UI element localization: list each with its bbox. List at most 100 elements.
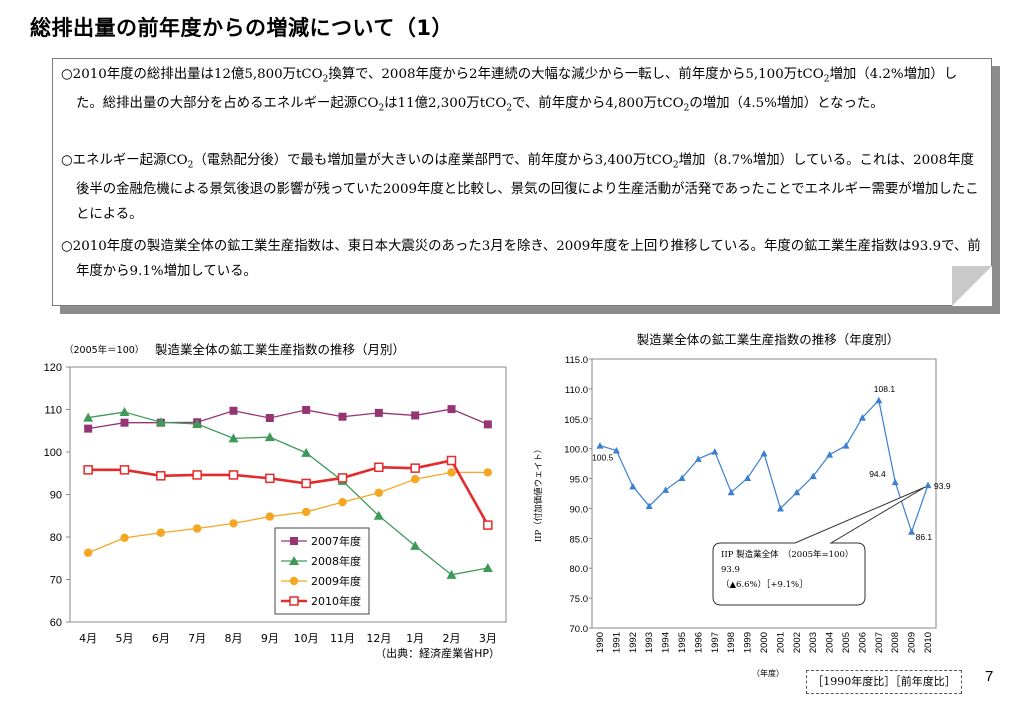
data-point (662, 486, 670, 493)
chart-title: 製造業全体の鉱工業生産指数の推移（月別） (155, 342, 405, 357)
x-tick-label: 2010 (923, 632, 934, 653)
data-point (264, 432, 275, 442)
y-tick-label: 70.0 (570, 624, 589, 635)
data-point (228, 470, 239, 480)
chart-title: 製造業全体の鉱工業生産指数の推移（年度別） (637, 332, 900, 347)
x-tick-label: 2001 (775, 632, 786, 653)
data-point (612, 446, 620, 454)
subscript: 2 (378, 103, 385, 114)
data-point (229, 406, 238, 415)
folded-corner (952, 266, 992, 306)
x-tick-label: 2008 (890, 632, 901, 653)
point-label: 86.1 (916, 532, 933, 542)
data-point (84, 424, 93, 433)
data-point (156, 528, 166, 537)
y-tick-label: 60 (50, 617, 62, 629)
point-label: 100.5 (592, 453, 614, 463)
data-point (229, 519, 238, 528)
legend-label: 2010年度 (311, 594, 361, 608)
x-tick-label: 1995 (677, 632, 688, 653)
data-point (891, 478, 899, 486)
data-point (192, 524, 202, 533)
legend-marker (290, 537, 298, 545)
subscript: 2 (506, 103, 513, 114)
data-point (809, 472, 817, 480)
subscript: 2 (672, 160, 679, 171)
x-tick-label: 1997 (710, 632, 721, 653)
data-point (374, 408, 383, 417)
data-point (760, 449, 768, 457)
summary-paragraph-1: ○2010年度の総排出量は12億5,800万tCO2換算で、2008年度から2年… (61, 67, 958, 114)
y-tick-label: 85.0 (570, 534, 589, 545)
data-point (193, 418, 202, 427)
data-point (120, 533, 129, 543)
x-tick-label: 6月 (152, 632, 170, 645)
data-point (301, 478, 311, 489)
y-tick-label: 80.0 (570, 564, 589, 575)
x-tick-label: 10月 (294, 632, 319, 645)
x-tick-label: 2000 (759, 632, 770, 653)
x-tick-label: 9月 (261, 632, 279, 645)
x-tick-label: 5月 (116, 632, 134, 645)
source-note: （出典：経済産業省HP） (375, 646, 500, 660)
x-tick-label: 1993 (644, 632, 655, 653)
data-point (694, 455, 702, 462)
plot-area (69, 366, 507, 623)
data-point (265, 512, 275, 521)
y-tick-label: 95.0 (570, 475, 589, 486)
x-tick-label: 1996 (693, 632, 704, 653)
data-point (924, 481, 932, 489)
summary-paragraph-2: ○エネルギー起源CO2（電熱配分後）で最も増加量が大きいのは産業部門で、前年度か… (61, 153, 979, 222)
summary-box: ○2010年度の総排出量は12億5,800万tCO2換算で、2008年度から2年… (52, 58, 992, 306)
data-point (629, 482, 637, 490)
data-point (337, 475, 348, 485)
x-tick-label: 2005 (841, 632, 852, 653)
point-label: 93.9 (934, 481, 951, 491)
legend-label: 2007年度 (311, 534, 361, 548)
y-tick-label: 100 (44, 447, 62, 459)
data-point (119, 465, 130, 475)
x-tick-label: 2009 (907, 632, 918, 653)
y-tick-label: 120 (44, 362, 62, 374)
x-tick-label: 1990 (595, 632, 606, 653)
data-point (338, 497, 347, 507)
series-line (599, 398, 929, 534)
legend-box (274, 527, 370, 615)
data-point (596, 442, 604, 449)
legend-label: 2008年度 (311, 554, 361, 568)
y-tick-label: 90 (50, 490, 62, 502)
data-point (301, 507, 311, 517)
comparison-basis-note: ［1990年度比］［前年度比］ (806, 670, 962, 694)
x-tick-label: 1991 (611, 632, 622, 653)
data-point (645, 502, 653, 510)
data-point (908, 528, 916, 535)
x-tick-label: 1998 (726, 632, 737, 653)
data-point (447, 405, 456, 414)
data-point (483, 420, 492, 429)
series-line (88, 408, 489, 430)
legend-marker (289, 556, 299, 565)
x-tick-label: 2003 (808, 632, 819, 653)
data-point (337, 473, 348, 483)
series-line (88, 459, 489, 526)
point-label: 94.4 (869, 469, 886, 479)
data-point (192, 418, 203, 428)
x-axis-label: （年度） (752, 668, 784, 678)
point-label: 108.1 (874, 384, 896, 394)
data-point (875, 396, 883, 404)
plot-area (591, 358, 937, 629)
page-title: 総排出量の前年度からの増減について（1） (30, 16, 453, 40)
y-axis-label: IIP（付加価値ウェイト） (533, 445, 544, 542)
data-point (119, 407, 130, 417)
data-point (744, 474, 752, 481)
y-tick-label: 90.0 (570, 504, 589, 515)
y-tick-label: 75.0 (570, 594, 589, 605)
data-point (228, 433, 239, 443)
page-number: 7 (985, 668, 994, 685)
data-point (265, 414, 274, 422)
x-tick-label: 4月 (79, 632, 97, 645)
data-point (373, 510, 384, 520)
legend-marker (289, 596, 299, 606)
data-point (776, 504, 784, 512)
data-point (156, 471, 166, 481)
